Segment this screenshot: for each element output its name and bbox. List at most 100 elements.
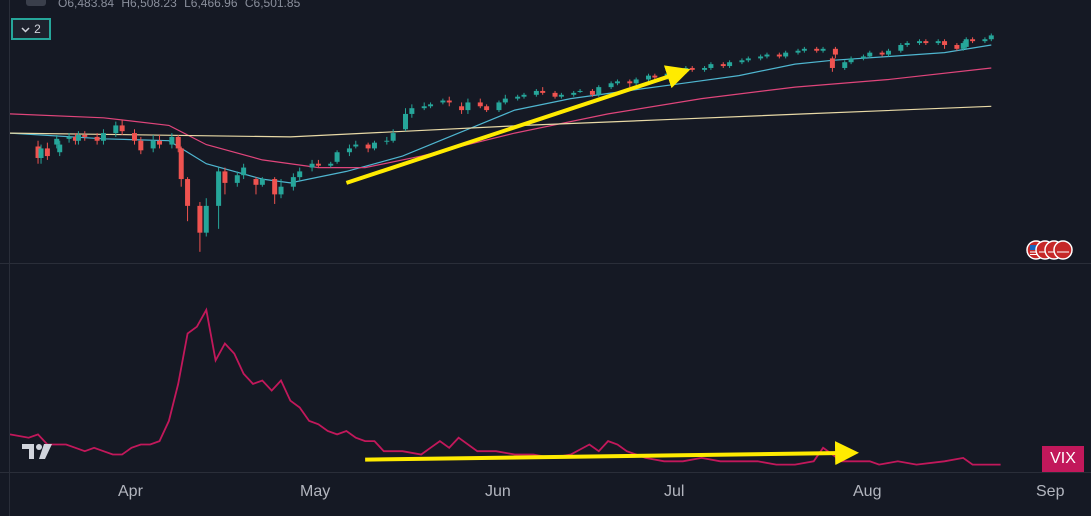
candle-105 [960, 41, 966, 51]
candle-87 [801, 46, 807, 53]
candle-106 [963, 37, 969, 49]
candle-108 [982, 37, 988, 44]
collapse-legend-button[interactable] [26, 0, 46, 6]
candle-89 [820, 46, 826, 53]
candle-94 [860, 54, 866, 61]
candle-69 [633, 77, 639, 86]
chevron-down-icon [21, 22, 30, 36]
candle-1 [35, 140, 41, 164]
vix-pane[interactable] [0, 263, 1091, 473]
candle-17 [157, 135, 163, 149]
vix-price-label: VIX [1042, 446, 1084, 472]
candle-99 [904, 41, 910, 47]
left-border [9, 0, 10, 516]
candle-16 [150, 135, 156, 153]
candle-21 [185, 177, 191, 222]
candle-68 [627, 79, 633, 88]
candle-12 [113, 121, 119, 137]
trend-arrow-vix [365, 441, 860, 466]
candle-60 [552, 90, 558, 99]
candle-98 [898, 43, 904, 53]
candle-10 [94, 133, 100, 145]
candle-44 [403, 108, 409, 132]
candle-46 [421, 102, 427, 111]
ohlc-high: H6,508.23 [121, 0, 177, 10]
candle-47 [428, 102, 434, 109]
candle-58 [533, 89, 539, 97]
candle-14 [131, 129, 137, 145]
candle-93 [848, 56, 854, 65]
candle-4 [57, 140, 63, 157]
candle-56 [515, 94, 521, 101]
candle-70 [645, 73, 651, 82]
candle-49 [446, 96, 452, 107]
candle-90 [832, 46, 838, 59]
candle-28 [253, 177, 259, 195]
month-label-aug: Aug [853, 483, 882, 500]
candle-54 [496, 100, 502, 113]
candle-36 [328, 161, 334, 168]
candle-63 [577, 89, 583, 93]
time-axis-line [0, 472, 1091, 473]
candle-79 [727, 60, 733, 68]
candle-30 [272, 177, 278, 204]
vix-line [9, 307, 1001, 466]
candle-65 [596, 85, 602, 97]
candle-41 [371, 140, 377, 151]
month-label-may: May [300, 483, 331, 500]
candle-81 [745, 56, 751, 63]
candle-42 [384, 136, 390, 145]
candle-26 [234, 171, 240, 187]
month-label-sep: Sep [1036, 483, 1065, 500]
candle-48 [440, 98, 446, 105]
candle-57 [521, 92, 527, 99]
candle-24 [216, 167, 222, 229]
candle-97 [885, 48, 891, 57]
candle-92 [842, 60, 848, 70]
candle-7 [72, 133, 78, 145]
candle-71 [652, 73, 658, 80]
candle-74 [683, 66, 689, 74]
candle-91 [829, 56, 835, 72]
candle-9 [82, 131, 88, 141]
candle-20 [178, 146, 184, 187]
month-label-jul: Jul [664, 483, 685, 500]
candle-40 [365, 142, 371, 153]
candle-39 [353, 140, 359, 149]
indicator-count: 2 [34, 22, 41, 36]
ohlc-legend: O6,483.84 H6,508.23 L6,466.96 C6,501.85 [58, 0, 304, 10]
candle-8 [75, 131, 81, 145]
candle-43 [390, 129, 396, 143]
candle-96 [879, 50, 885, 57]
moving-average-line-3 [9, 105, 992, 138]
candle-23 [203, 198, 209, 237]
us-flag-icons[interactable] [1026, 240, 1074, 265]
candle-35 [315, 159, 321, 168]
candle-45 [409, 104, 415, 118]
candle-25 [222, 167, 228, 195]
candle-50 [459, 102, 465, 114]
candle-100 [917, 39, 923, 45]
candle-53 [484, 104, 490, 113]
candle-55 [502, 94, 508, 105]
candle-34 [309, 159, 315, 172]
candle-80 [739, 58, 745, 65]
candle-18 [169, 133, 175, 149]
candle-62 [571, 90, 577, 97]
candle-78 [720, 62, 726, 68]
indicators-toggle-button[interactable]: 2 [11, 18, 51, 40]
candle-51 [465, 98, 471, 114]
candle-109 [988, 33, 994, 42]
month-label-apr: Apr [118, 483, 143, 500]
candle-3 [44, 142, 50, 160]
candle-83 [764, 52, 770, 59]
candle-86 [795, 48, 801, 55]
pane-divider[interactable] [0, 263, 1091, 264]
price-pane[interactable] [0, 0, 1091, 263]
candle-29 [259, 177, 265, 187]
candle-102 [935, 39, 941, 45]
tradingview-logo-icon[interactable] [22, 443, 54, 466]
candle-101 [923, 39, 929, 45]
moving-average-line-2 [9, 67, 992, 169]
